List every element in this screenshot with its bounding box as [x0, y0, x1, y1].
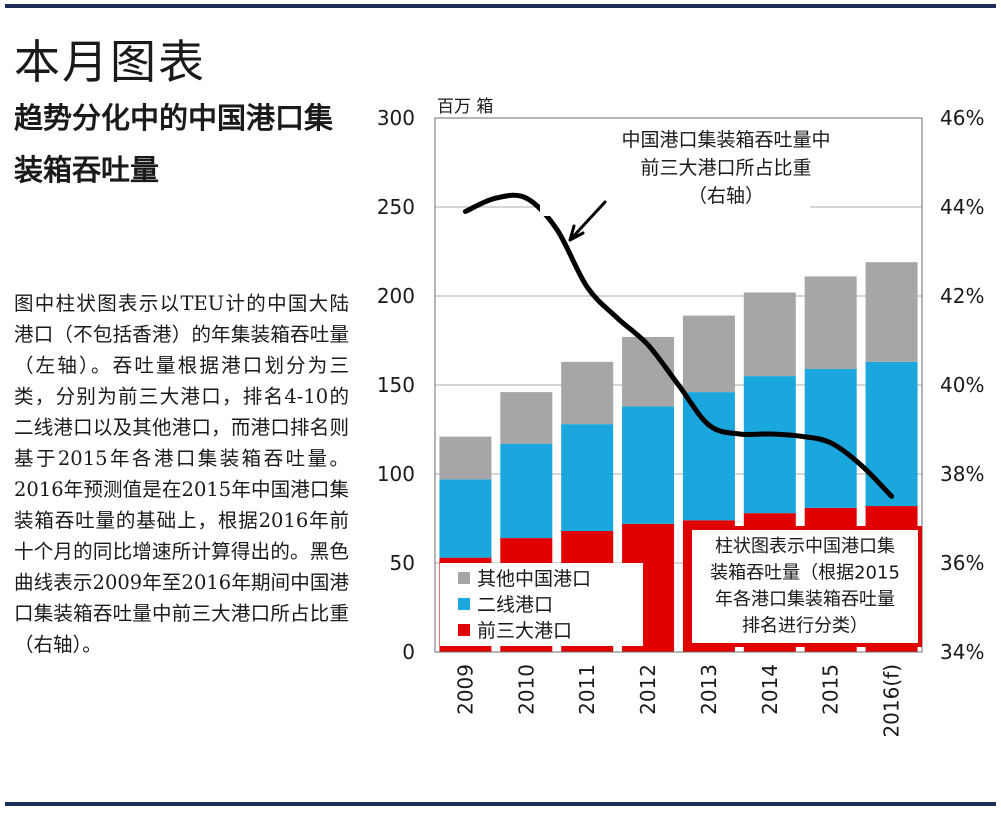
legend-swatch-top3 — [458, 624, 470, 636]
y2-tick-label: 42% — [940, 284, 984, 308]
annotation-arrow — [568, 200, 607, 242]
y-tick-label: 150 — [377, 373, 415, 397]
top3-share-line — [462, 192, 895, 499]
y2-tick-label: 46% — [940, 106, 984, 130]
bar-segment-second-tier — [500, 443, 553, 539]
y2-tick-label: 44% — [940, 195, 984, 219]
chart-description: 图中柱状图表示以TEU计的中国大陆港口（不包括香港）的年集装箱吞吐量（左轴）。吞… — [14, 292, 349, 656]
x-tick-label: 2016(f) — [880, 664, 904, 738]
y-tick-label: 100 — [377, 462, 415, 486]
bar-segment-other — [804, 276, 857, 369]
chart-subtitle: 趋势分化中的中国港口集装箱吞吐量 — [14, 101, 334, 187]
y2-tick-label: 34% — [940, 640, 984, 664]
x-tick-label: 2009 — [453, 664, 477, 715]
x-tick-label: 2015 — [819, 664, 843, 715]
bar-segment-second-tier — [561, 424, 614, 531]
bar-segment-second-tier — [743, 376, 796, 514]
top-rule — [5, 4, 996, 8]
legend-box — [440, 563, 643, 646]
x-tick-label: 2013 — [697, 664, 721, 715]
bar-annotation-line: 年各港口集装箱吞吐量 — [715, 589, 895, 610]
right-axis: 34% 36% 38% 40% 42% 44% 46% — [940, 106, 984, 664]
bottom-rule — [5, 802, 996, 806]
line-annotation-line: 中国港口集装箱吞吐量中 — [621, 129, 830, 151]
bar-segment-second-tier — [439, 479, 492, 558]
port-throughput-chart: 0 50 100 150 200 250 300 34% 36% 38% 40% 42% 44% 46%… — [377, 97, 985, 738]
line-annotation-line: 前三大港口所占比重 — [640, 157, 811, 179]
x-tick-label: 2014 — [758, 664, 782, 715]
plot-frame — [434, 117, 923, 653]
bar-annotation: 柱状图表示中国港口集 装箱吞吐量（根据2015 年各港口集装箱吞吐量 排名进行分… — [688, 526, 922, 647]
bar-segment-other — [743, 292, 796, 377]
bar-segment-second-tier — [622, 406, 675, 524]
y-axis-unit-label: 百万 箱 — [437, 97, 493, 117]
y-tick-label: 250 — [377, 195, 415, 219]
legend-swatch-other — [458, 572, 470, 584]
y-tick-label: 200 — [377, 284, 415, 308]
y-tick-label: 0 — [402, 640, 415, 664]
legend-label-second-tier: 二线港口 — [477, 594, 553, 616]
y2-tick-label: 40% — [940, 373, 984, 397]
y2-tick-label: 36% — [940, 551, 984, 575]
bar-segment-other — [439, 436, 492, 480]
bar-annotation-line: 排名进行分类） — [742, 616, 868, 637]
bar-segment-second-tier — [865, 361, 918, 507]
section-heading: 本月图表 — [14, 35, 206, 89]
bar-segment-other — [561, 361, 614, 425]
x-tick-label: 2011 — [575, 664, 599, 715]
legend: 其他中国港口 二线港口 前三大港口 — [440, 563, 643, 646]
legend-label-other: 其他中国港口 — [477, 568, 591, 590]
line-annotation: 中国港口集装箱吞吐量中 前三大港口所占比重 （右轴） — [540, 124, 831, 242]
bar-segment-other — [500, 392, 553, 444]
bar-annotation-box — [688, 526, 922, 647]
line-annotation-line: （右轴） — [688, 185, 764, 207]
y-tick-label: 300 — [377, 106, 415, 130]
bar-segment-other — [865, 262, 918, 362]
y-tick-label: 50 — [390, 551, 415, 575]
bar-annotation-line: 装箱吞吐量（根据2015 — [710, 563, 900, 584]
y2-tick-label: 38% — [940, 462, 984, 486]
legend-swatch-second-tier — [458, 598, 470, 610]
x-axis-labels: 2009 2010 2011 2012 2013 2014 2015 2016(f) — [453, 664, 903, 738]
x-tick-label: 2010 — [514, 664, 538, 715]
legend-label-top3: 前三大港口 — [477, 620, 572, 642]
bar-segment-other — [682, 315, 735, 393]
x-tick-label: 2012 — [636, 664, 660, 715]
bar-segment-second-tier — [682, 392, 735, 521]
bar-annotation-line: 柱状图表示中国港口集 — [715, 536, 895, 557]
left-axis: 0 50 100 150 200 250 300 — [377, 106, 415, 664]
line-annotation-background — [540, 124, 810, 216]
